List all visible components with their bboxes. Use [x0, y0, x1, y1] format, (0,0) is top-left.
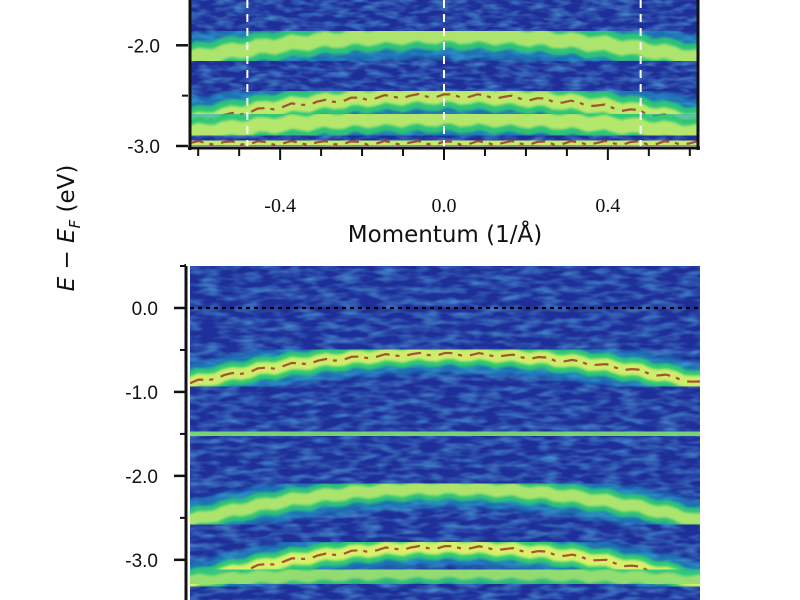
- x-axis-title: Momentum (1/Å): [348, 220, 542, 248]
- top-markers: [246, 0, 642, 146]
- y-axis-title-minus: −: [54, 243, 80, 277]
- y-axis-title: E − EF (eV): [54, 165, 84, 292]
- band-core: [190, 481, 700, 527]
- svg-text:E − EF (eV): E − EF (eV): [54, 165, 84, 292]
- y-tick-label: -3.0: [125, 551, 158, 572]
- bottom-panel: 0.0 -1.0 -2.0 -3.0: [125, 264, 702, 600]
- y-axis-title-E: E: [54, 276, 80, 291]
- y-axis-title-EF: E: [54, 228, 80, 243]
- y-tick-label: -2.0: [127, 36, 160, 57]
- band-core: [190, 564, 700, 589]
- y-axis-title-unit: (eV): [54, 165, 80, 220]
- band-peak: [190, 351, 700, 385]
- y-tick-label: -1.0: [125, 383, 158, 404]
- top-x-ticks: -0.4 0.0 0.4: [197, 148, 691, 217]
- top-bands: [190, 10, 698, 146]
- bottom-y-ticks: 0.0 -1.0 -2.0 -3.0: [125, 265, 186, 572]
- x-tick-label: -0.4: [264, 195, 296, 217]
- y-axis-title-subscript: F: [66, 219, 84, 228]
- top-panel: -2.0 -3.0 -0.4 0.0 0.4: [127, 0, 700, 217]
- top-y-ticks: -2.0 -3.0: [127, 36, 188, 158]
- y-tick-label: -3.0: [127, 137, 160, 158]
- x-tick-label: 0.4: [595, 195, 620, 217]
- y-tick-label: -2.0: [125, 467, 158, 488]
- bottom-bands: [190, 333, 700, 600]
- x-tick-label: 0.0: [432, 195, 457, 217]
- band-core: [190, 425, 700, 442]
- y-tick-label: 0.0: [132, 299, 158, 320]
